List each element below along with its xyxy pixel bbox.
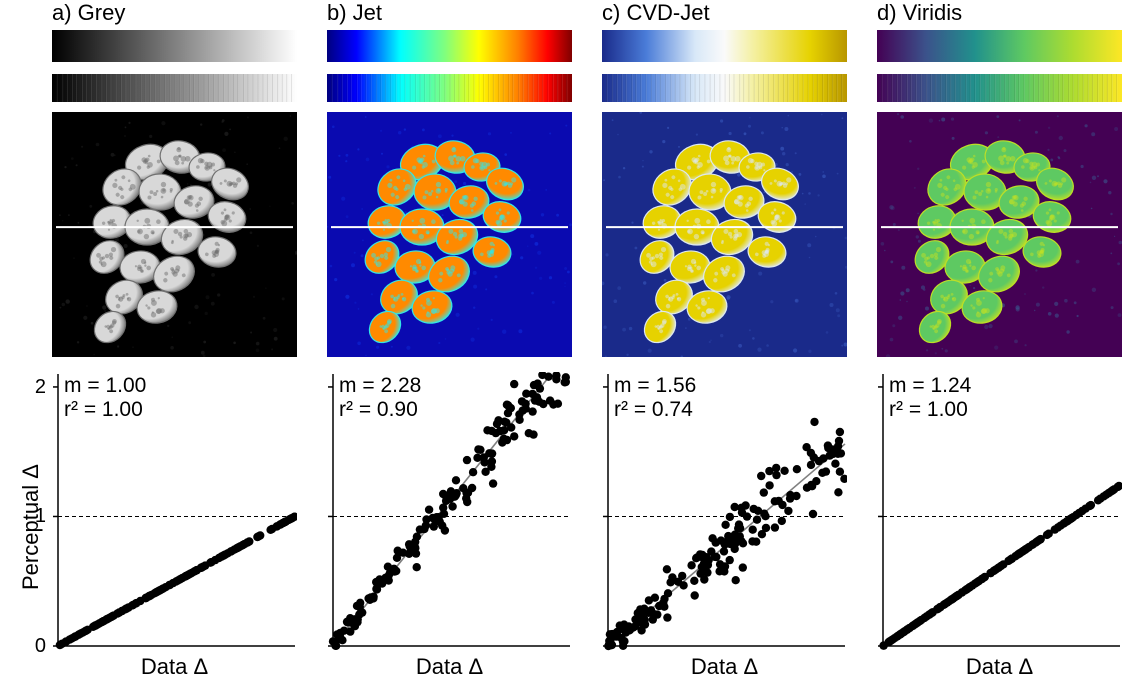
colorbar-banded bbox=[52, 74, 297, 102]
colorbar-banded bbox=[877, 74, 1122, 102]
stat-r2: r² = 0.90 bbox=[339, 398, 418, 421]
micrograph bbox=[327, 112, 572, 357]
micrograph bbox=[877, 112, 1122, 357]
micrograph-d bbox=[877, 112, 1122, 357]
stat-m: m = 1.00 bbox=[64, 374, 146, 397]
stats-text: m = 1.56r² = 0.74 bbox=[614, 374, 696, 422]
stat-r2: r² = 1.00 bbox=[889, 398, 968, 421]
panel-title: a) Grey bbox=[52, 0, 125, 26]
colorbar-smooth bbox=[602, 30, 847, 62]
micrograph bbox=[52, 112, 297, 357]
colormap-comparison-figure: Perceptual Δ012a) Greym = 1.00r² = 1.00D… bbox=[0, 0, 1129, 695]
colorbar-banded bbox=[877, 74, 1122, 102]
x-axis-label: Data Δ bbox=[602, 654, 847, 680]
x-axis-label: Data Δ bbox=[877, 654, 1122, 680]
stats-text: m = 1.00r² = 1.00 bbox=[64, 374, 146, 422]
colorbar-smooth bbox=[877, 30, 1122, 62]
micrograph-b bbox=[327, 112, 572, 357]
stats-text: m = 2.28r² = 0.90 bbox=[339, 374, 421, 422]
micrograph-c bbox=[602, 112, 847, 357]
stat-m: m = 1.56 bbox=[614, 374, 696, 397]
y-tick: 0 bbox=[28, 635, 46, 658]
y-tick: 2 bbox=[28, 376, 46, 399]
y-tick: 1 bbox=[28, 505, 46, 528]
colorbar-smooth bbox=[327, 30, 572, 62]
colorbar-smooth bbox=[52, 30, 297, 62]
stat-r2: r² = 0.74 bbox=[614, 398, 693, 421]
x-axis-label: Data Δ bbox=[327, 654, 572, 680]
colorbar-banded bbox=[602, 74, 847, 102]
panel-title: b) Jet bbox=[327, 0, 382, 26]
stat-m: m = 1.24 bbox=[889, 374, 971, 397]
colorbar-banded bbox=[327, 74, 572, 102]
colorbar-banded bbox=[327, 74, 572, 102]
colorbar-banded bbox=[602, 74, 847, 102]
panel-title: d) Viridis bbox=[877, 0, 962, 26]
colorbar-banded bbox=[52, 74, 297, 102]
x-axis-label: Data Δ bbox=[52, 654, 297, 680]
stat-r2: r² = 1.00 bbox=[64, 398, 143, 421]
stat-m: m = 2.28 bbox=[339, 374, 421, 397]
micrograph bbox=[602, 112, 847, 357]
micrograph-a bbox=[52, 112, 297, 357]
panel-title: c) CVD-Jet bbox=[602, 0, 710, 26]
stats-text: m = 1.24r² = 1.00 bbox=[889, 374, 971, 422]
